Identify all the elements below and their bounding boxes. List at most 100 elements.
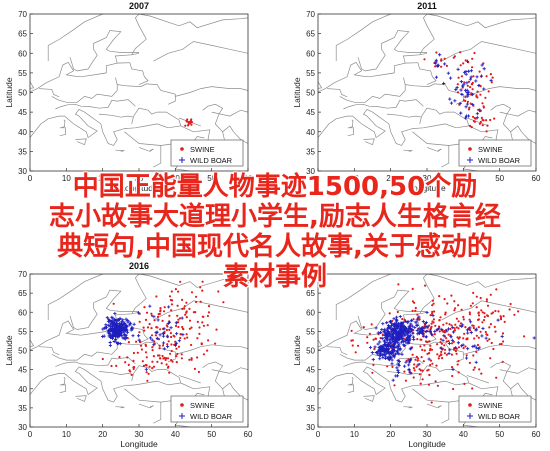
swine-marker xyxy=(414,309,417,312)
swine-marker xyxy=(177,345,181,348)
swine-marker xyxy=(415,355,418,358)
border-line xyxy=(30,334,35,347)
swine-marker xyxy=(430,325,433,328)
swine-marker xyxy=(508,308,511,311)
y-tick-label: 40 xyxy=(306,128,315,137)
wild-boar-marker xyxy=(459,80,463,84)
wild-boar-marker xyxy=(464,356,469,360)
swine-marker xyxy=(368,332,371,335)
swine-marker xyxy=(176,304,179,307)
wild-boar-marker xyxy=(500,334,504,339)
wild-boar-marker xyxy=(473,344,477,348)
wild-boar-marker xyxy=(115,332,120,336)
y-tick-label: 60 xyxy=(18,49,27,58)
y-tick-label: 50 xyxy=(306,347,315,356)
wild-boar-marker xyxy=(468,77,473,81)
legend-box xyxy=(458,395,532,423)
wild-boar-marker xyxy=(447,351,451,356)
swine-marker xyxy=(143,306,146,309)
wild-boar-marker xyxy=(385,321,389,325)
wild-boar-marker xyxy=(475,75,479,79)
y-tick-label: 40 xyxy=(306,385,315,394)
wild-boar-marker xyxy=(484,336,488,340)
swine-marker xyxy=(156,326,159,329)
swine-marker xyxy=(145,311,149,314)
swine-marker xyxy=(433,310,436,313)
wild-boar-marker xyxy=(417,327,421,331)
wild-boar-marker xyxy=(144,367,148,371)
wild-boar-marker xyxy=(415,328,419,333)
wild-boar-marker xyxy=(371,357,375,362)
wild-boar-marker xyxy=(393,352,398,356)
swine-marker xyxy=(160,362,163,365)
swine-marker xyxy=(434,380,437,383)
wild-boar-marker xyxy=(451,330,456,334)
swine-marker xyxy=(457,76,460,79)
border-line xyxy=(403,149,413,152)
swine-marker xyxy=(438,295,441,298)
swine-marker xyxy=(156,360,159,363)
swine-marker xyxy=(442,323,445,326)
wild-boar-marker xyxy=(442,334,446,338)
swine-marker xyxy=(439,353,443,356)
swine-marker xyxy=(188,358,191,361)
swine-marker xyxy=(487,90,490,93)
wild-boar-marker xyxy=(406,341,410,345)
swine-marker xyxy=(459,51,462,54)
wild-boar-marker xyxy=(396,344,400,348)
wild-boar-marker xyxy=(456,341,460,345)
swine-marker xyxy=(445,64,448,67)
wild-boar-marker xyxy=(396,370,401,374)
y-tick-label: 45 xyxy=(306,108,315,117)
swine-marker xyxy=(438,319,441,322)
legend-box xyxy=(458,139,532,167)
wild-boar-marker xyxy=(454,88,458,92)
legend-entry-label: SWINE xyxy=(190,145,215,154)
y-tick-label: 45 xyxy=(18,366,27,375)
swine-marker xyxy=(217,290,220,293)
wild-boar-marker xyxy=(434,75,439,79)
y-tick-label: 45 xyxy=(18,108,27,117)
wild-boar-marker xyxy=(402,364,407,368)
wild-boar-marker xyxy=(403,343,407,348)
wild-boar-marker xyxy=(464,105,468,109)
swine-marker xyxy=(486,124,489,127)
legend-entry-label: SWINE xyxy=(478,401,503,410)
wild-boar-marker xyxy=(414,321,418,325)
swine-marker xyxy=(168,328,171,331)
wild-boar-marker xyxy=(162,331,166,336)
swine-marker xyxy=(489,357,492,360)
swine-marker xyxy=(428,352,431,355)
swine-marker xyxy=(431,299,434,302)
swine-marker xyxy=(169,332,172,335)
x-tick-label: 50 xyxy=(207,430,216,439)
map-panel-4: 0 10 20 30 40 50 60 30 35 40 45 50 55 60 65 70 Longitude… xyxy=(292,270,541,449)
wild-boar-marker xyxy=(450,338,454,342)
swine-marker xyxy=(466,84,469,87)
swine-marker xyxy=(139,344,143,347)
swine-marker xyxy=(196,337,199,340)
swine-marker xyxy=(404,379,407,382)
y-tick-label: 35 xyxy=(306,147,315,156)
swine-marker xyxy=(159,310,162,313)
swine-marker xyxy=(166,357,170,360)
swine-marker xyxy=(476,90,479,93)
wild-boar-marker xyxy=(108,329,112,333)
swine-marker xyxy=(466,338,469,341)
wild-boar-marker xyxy=(386,344,390,348)
wild-boar-marker xyxy=(471,344,475,349)
wild-boar-marker xyxy=(435,64,440,68)
swine-marker xyxy=(454,350,457,353)
wild-boar-marker xyxy=(428,330,432,334)
wild-boar-marker xyxy=(387,325,391,329)
swine-marker xyxy=(143,329,146,332)
swine-marker xyxy=(206,349,209,352)
wild-boar-marker xyxy=(447,341,452,346)
swine-marker xyxy=(481,311,484,314)
wild-boar-marker xyxy=(481,326,485,331)
x-axis-label: Longitude xyxy=(120,183,158,193)
swine-marker xyxy=(450,324,453,327)
swine-marker xyxy=(434,324,437,327)
swine-marker xyxy=(439,316,442,319)
swine-marker xyxy=(501,360,504,363)
